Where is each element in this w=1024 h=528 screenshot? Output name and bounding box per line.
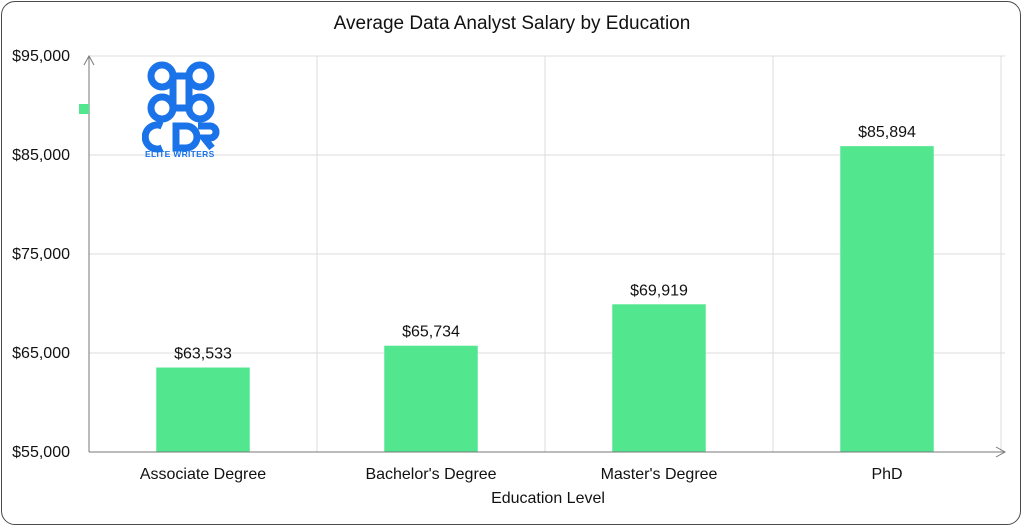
- bar: [840, 146, 934, 452]
- y-tick-label: $95,000: [12, 48, 70, 65]
- y-axis-arrow: [83, 54, 95, 66]
- bar: [156, 367, 250, 452]
- x-tick-label: Master's Degree: [601, 466, 718, 483]
- data-label: $85,894: [858, 124, 916, 141]
- y-tick-label: $85,000: [12, 147, 70, 164]
- logo-subtext: ELITE WRITERS: [145, 149, 215, 159]
- x-axis-title: Education Level: [491, 490, 605, 507]
- y-tick-label: $55,000: [12, 444, 70, 461]
- x-tick-label: Associate Degree: [140, 466, 266, 483]
- bar: [612, 304, 706, 452]
- data-label: $69,919: [630, 282, 688, 299]
- x-tick-label: Bachelor's Degree: [365, 466, 496, 483]
- y-tick-label: $65,000: [12, 345, 70, 362]
- data-label: $65,734: [402, 324, 460, 341]
- chart-title: Average Data Analyst Salary by Education: [333, 13, 691, 34]
- y-tick-label: $75,000: [12, 246, 70, 263]
- cdr-logo-icon: [142, 61, 220, 153]
- data-label: $63,533: [174, 346, 232, 363]
- bar: [384, 345, 478, 452]
- legend-swatch: [79, 104, 89, 114]
- x-tick-label: PhD: [871, 466, 902, 483]
- x-axis-arrow: [995, 446, 1007, 458]
